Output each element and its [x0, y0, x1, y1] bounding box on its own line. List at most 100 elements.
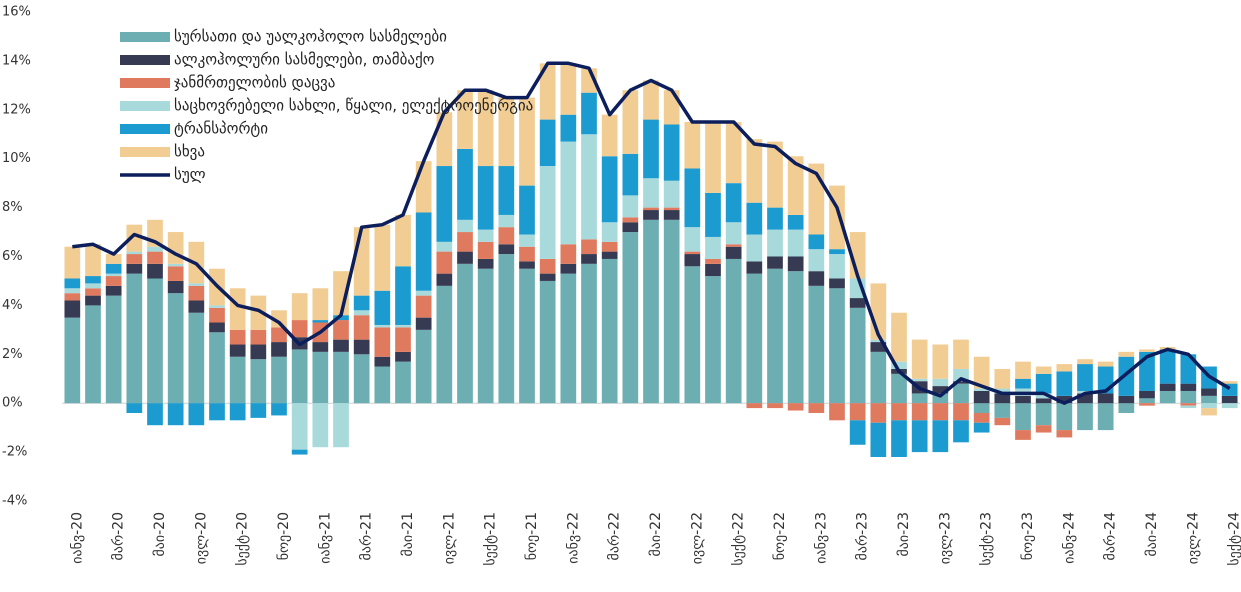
- bar-segment: [953, 339, 969, 369]
- bar-segment: [333, 339, 349, 352]
- bar-segment: [188, 285, 205, 301]
- bar-segment: [395, 266, 411, 325]
- bar-segment: [829, 278, 845, 289]
- bar-segment: [395, 361, 411, 404]
- bar-segment: [167, 232, 184, 264]
- bar-segment: [911, 339, 928, 379]
- bar-segment: [353, 339, 370, 355]
- bar-segment: [932, 386, 949, 394]
- bar-segment: [1118, 395, 1135, 404]
- bar-segment: [1056, 430, 1073, 438]
- bar-segment: [973, 422, 990, 433]
- bar-segment: [353, 310, 370, 316]
- bar-segment: [973, 403, 990, 413]
- bar-segment: [395, 214, 411, 267]
- bar-segment: [622, 232, 639, 404]
- bar-segment: [1097, 403, 1114, 431]
- total-line: [72, 61, 1231, 405]
- x-tick-label: მარ-23: [854, 512, 871, 560]
- bar-segment: [415, 212, 432, 291]
- bar-segment: [498, 227, 515, 245]
- bar-segment: [849, 298, 866, 308]
- bar-segment: [519, 97, 535, 186]
- bar-segment: [291, 403, 308, 450]
- bar-segment: [477, 258, 494, 269]
- bar-segment: [870, 351, 887, 404]
- bar-segment: [767, 256, 783, 269]
- bar-segment: [663, 219, 680, 404]
- y-tick-label: 6%: [2, 249, 23, 264]
- bar-segment: [436, 166, 453, 242]
- x-tick-label: ივლ-24: [1185, 512, 1201, 564]
- x-tick-label: მაი-23: [896, 512, 912, 557]
- x-tick-label: სექტ-23: [979, 512, 995, 566]
- bar-segment: [891, 312, 907, 362]
- x-tick-label: მაი-20: [152, 512, 168, 557]
- bar-segment: [333, 320, 349, 340]
- y-tick-label: -4%: [2, 494, 27, 509]
- bar-segment: [1035, 425, 1052, 433]
- bar-segment: [601, 156, 618, 223]
- x-tick-label: სექტ-20: [235, 512, 251, 566]
- bar-segment: [209, 307, 225, 323]
- bar-segment: [932, 393, 949, 404]
- bar-segment: [643, 219, 659, 404]
- bar-segment: [705, 276, 721, 404]
- y-tick-label: 10%: [2, 151, 31, 166]
- bar-segment: [457, 251, 473, 264]
- bar-segment: [581, 134, 597, 240]
- bar-segment: [849, 420, 866, 445]
- bar-segment: [167, 263, 184, 267]
- bar-segment: [457, 219, 473, 233]
- legend-swatch: [120, 32, 170, 42]
- bar-segment: [395, 324, 411, 328]
- x-tick-label: მარ-24: [1102, 512, 1119, 561]
- bar-segment: [312, 288, 329, 321]
- bar-segment: [271, 403, 287, 416]
- bar-segment: [787, 214, 804, 230]
- bar-segment: [539, 273, 556, 281]
- bar-segment: [560, 63, 577, 115]
- bar-segment: [622, 217, 639, 223]
- bar-segment: [560, 273, 577, 404]
- bar-segment: [581, 254, 597, 264]
- bar-segment: [1077, 359, 1093, 365]
- bar-segment: [105, 273, 122, 277]
- bar-segment: [994, 393, 1011, 404]
- bar-segment: [374, 224, 391, 291]
- bar-segment: [1139, 349, 1155, 352]
- bar-segment: [891, 403, 907, 421]
- legend-swatch: [120, 101, 170, 111]
- x-tick-label: ივლ-20: [193, 512, 209, 564]
- bar-segment: [1180, 405, 1197, 409]
- bar-segment: [808, 403, 825, 413]
- bar-segment: [622, 222, 639, 233]
- bar-segment: [229, 356, 246, 404]
- bar-segment: [932, 378, 949, 387]
- bar-segment: [829, 288, 845, 404]
- bar-segment: [767, 207, 783, 230]
- bar-segment: [705, 192, 721, 237]
- bar-segment: [436, 251, 453, 274]
- bar-segment: [1056, 403, 1073, 431]
- bar-segment: [126, 254, 143, 264]
- bar-segment: [1159, 349, 1176, 384]
- legend-label: საცხოვრებელი სახლი, წყალი, ელექტროენერგი…: [174, 97, 533, 115]
- bar-segment: [477, 268, 494, 404]
- y-tick-label: 14%: [2, 53, 31, 68]
- bar-segment: [1180, 390, 1197, 404]
- x-tick-label: ივლ-21: [441, 512, 457, 564]
- bar-segment: [684, 266, 701, 404]
- bar-segment: [353, 295, 370, 311]
- bar-segment: [105, 295, 122, 404]
- bar-segment: [477, 166, 494, 230]
- bar-segment: [725, 222, 742, 245]
- bar-segment: [250, 359, 267, 404]
- x-tick-label: იანვ-20: [69, 512, 85, 564]
- bar-segment: [725, 122, 742, 184]
- bar-segment: [395, 327, 411, 352]
- bar-segment: [1056, 371, 1073, 396]
- y-tick-label: 4%: [2, 298, 23, 313]
- bar-segment: [1139, 390, 1155, 399]
- bar-segment: [725, 246, 742, 259]
